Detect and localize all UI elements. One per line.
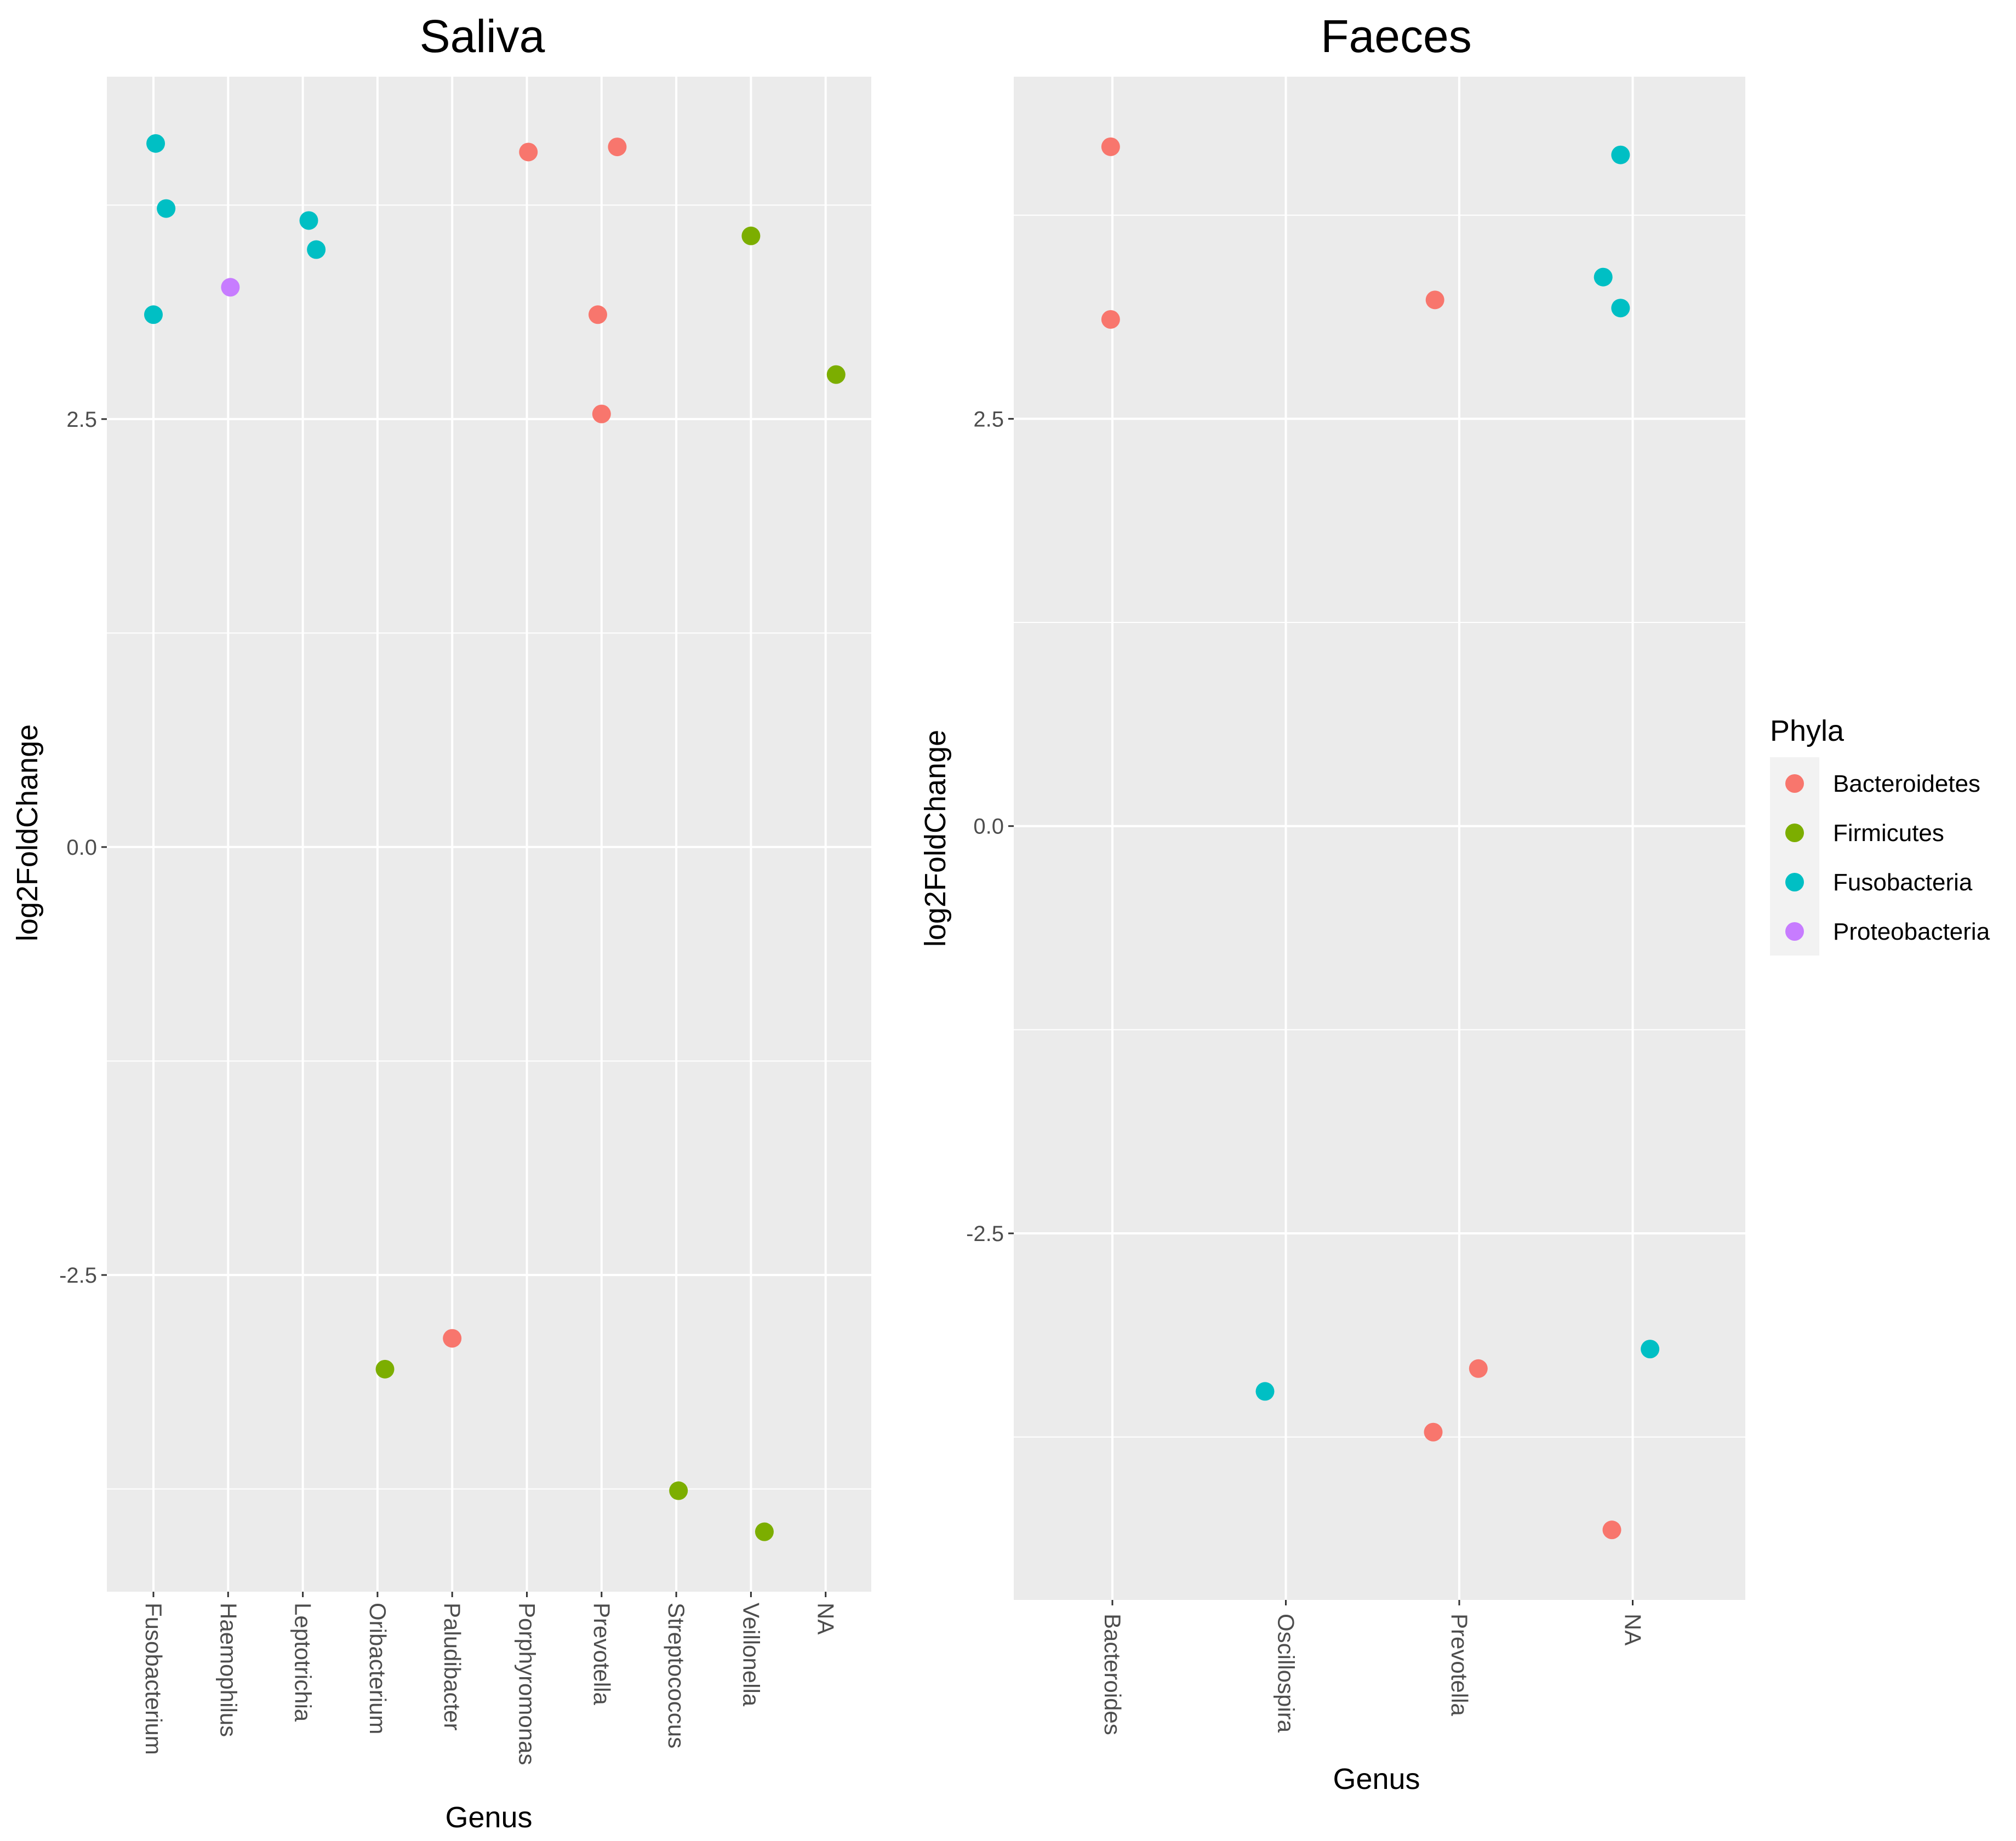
legend-label-fusobacteria: Fusobacteria (1833, 869, 1973, 896)
legend-key-proteobacteria (1785, 922, 1804, 941)
saliva-title: Saliva (420, 10, 545, 62)
faeces-x-axis: Bacteroides Oscillospira Prevotella NA (1100, 1600, 1646, 1735)
saliva-x-tick-label: NA (813, 1603, 839, 1634)
saliva-point-haemophilus (221, 278, 240, 297)
saliva-x-axis-title: Genus (445, 1801, 532, 1834)
faeces-point-na (1641, 1340, 1660, 1359)
saliva-y-tick-label: -2.5 (59, 1263, 97, 1288)
faeces-x-tick-label: Oscillospira (1273, 1614, 1299, 1733)
saliva-point-prevotella (592, 404, 611, 424)
faeces-point-prevotella (1425, 290, 1444, 310)
faeces-point-na (1594, 267, 1613, 287)
faeces-chart: Faeces -2.5 0.0 2.5 Bacteroides Oscillospir… (919, 10, 1745, 1796)
faeces-y-tick-label: 0.0 (973, 815, 1004, 839)
faeces-plot-panel (1014, 77, 1745, 1600)
saliva-y-tick-label: 0.0 (66, 836, 97, 860)
saliva-x-tick-label: Leptotrichia (290, 1603, 316, 1722)
faeces-y-axis-title: log2FoldChange (919, 730, 952, 947)
faeces-point-bacteroides (1101, 137, 1120, 156)
faeces-grid (1014, 77, 1745, 1600)
saliva-point-fusobacterium (144, 305, 163, 324)
legend-label-firmicutes: Firmicutes (1833, 820, 1944, 847)
saliva-x-tick-label: Oribacterium (365, 1603, 391, 1734)
saliva-point-fusobacterium (146, 134, 165, 153)
saliva-x-tick-label: Veillonella (738, 1603, 764, 1707)
legend-label-proteobacteria: Proteobacteria (1833, 918, 1990, 945)
saliva-point-porphyromonas (519, 142, 538, 162)
legend-title: Phyla (1770, 714, 1844, 747)
legend: Phyla Bacteroidetes Firmicutes Fusobacteri… (1770, 714, 1990, 956)
saliva-point-prevotella (588, 305, 607, 324)
saliva-x-tick-label: Fusobacterium (141, 1603, 167, 1755)
saliva-point-leptotrichia (299, 211, 318, 230)
saliva-point-veillonella (741, 226, 761, 245)
faeces-x-tick-label: Prevotella (1447, 1614, 1472, 1716)
saliva-y-tick-label: 2.5 (66, 408, 97, 432)
saliva-x-tick-label: Paludibacter (439, 1603, 465, 1730)
saliva-point-paludibacter (443, 1329, 462, 1348)
saliva-chart: Saliva -2.5 0.0 2.5 Fusobacterium Haemophil… (11, 10, 871, 1834)
saliva-y-axis: -2.5 0.0 2.5 (59, 408, 107, 1288)
saliva-point-veillonella (755, 1522, 774, 1541)
faeces-point-na (1611, 145, 1630, 164)
saliva-point-prevotella (608, 138, 627, 157)
saliva-point-oribacterium (375, 1359, 395, 1379)
saliva-point-leptotrichia (307, 240, 326, 259)
saliva-x-tick-label: Streptococcus (664, 1603, 689, 1748)
faeces-y-axis: -2.5 0.0 2.5 (966, 407, 1014, 1246)
faeces-y-tick-label: -2.5 (966, 1222, 1004, 1246)
legend-key-fusobacteria (1785, 873, 1804, 891)
legend-label-bacteroidetes: Bacteroidetes (1833, 770, 1980, 797)
saliva-x-tick-label: Haemophilus (215, 1603, 241, 1737)
faeces-x-tick-label: NA (1620, 1614, 1646, 1645)
faeces-point-bacteroides (1101, 310, 1120, 329)
saliva-grid (107, 77, 871, 1592)
faeces-point-prevotella (1469, 1359, 1488, 1378)
faeces-point-oscillospira (1255, 1382, 1275, 1401)
faeces-title: Faeces (1321, 10, 1471, 62)
faeces-point-na (1602, 1520, 1621, 1540)
legend-key-bacteroidetes (1785, 774, 1804, 793)
saliva-x-axis: Fusobacterium Haemophilus Leptotrichia Orib… (141, 1592, 839, 1765)
faeces-point-na (1611, 299, 1630, 318)
saliva-points (144, 134, 846, 1541)
legend-key-firmicutes (1785, 824, 1804, 842)
faeces-x-axis-title: Genus (1333, 1763, 1420, 1796)
faeces-y-tick-label: 2.5 (973, 407, 1004, 431)
faeces-x-tick-label: Bacteroides (1100, 1614, 1126, 1735)
faeces-point-prevotella (1424, 1422, 1443, 1442)
saliva-point-na (826, 365, 846, 384)
saliva-y-axis-title: log2FoldChange (11, 724, 44, 941)
faeces-points (1101, 137, 1660, 1540)
saliva-point-streptococcus (669, 1481, 688, 1500)
saliva-plot-panel (107, 77, 871, 1592)
saliva-point-fusobacterium (157, 199, 176, 218)
saliva-x-tick-label: Porphyromonas (515, 1603, 540, 1765)
saliva-x-tick-label: Prevotella (589, 1603, 615, 1705)
